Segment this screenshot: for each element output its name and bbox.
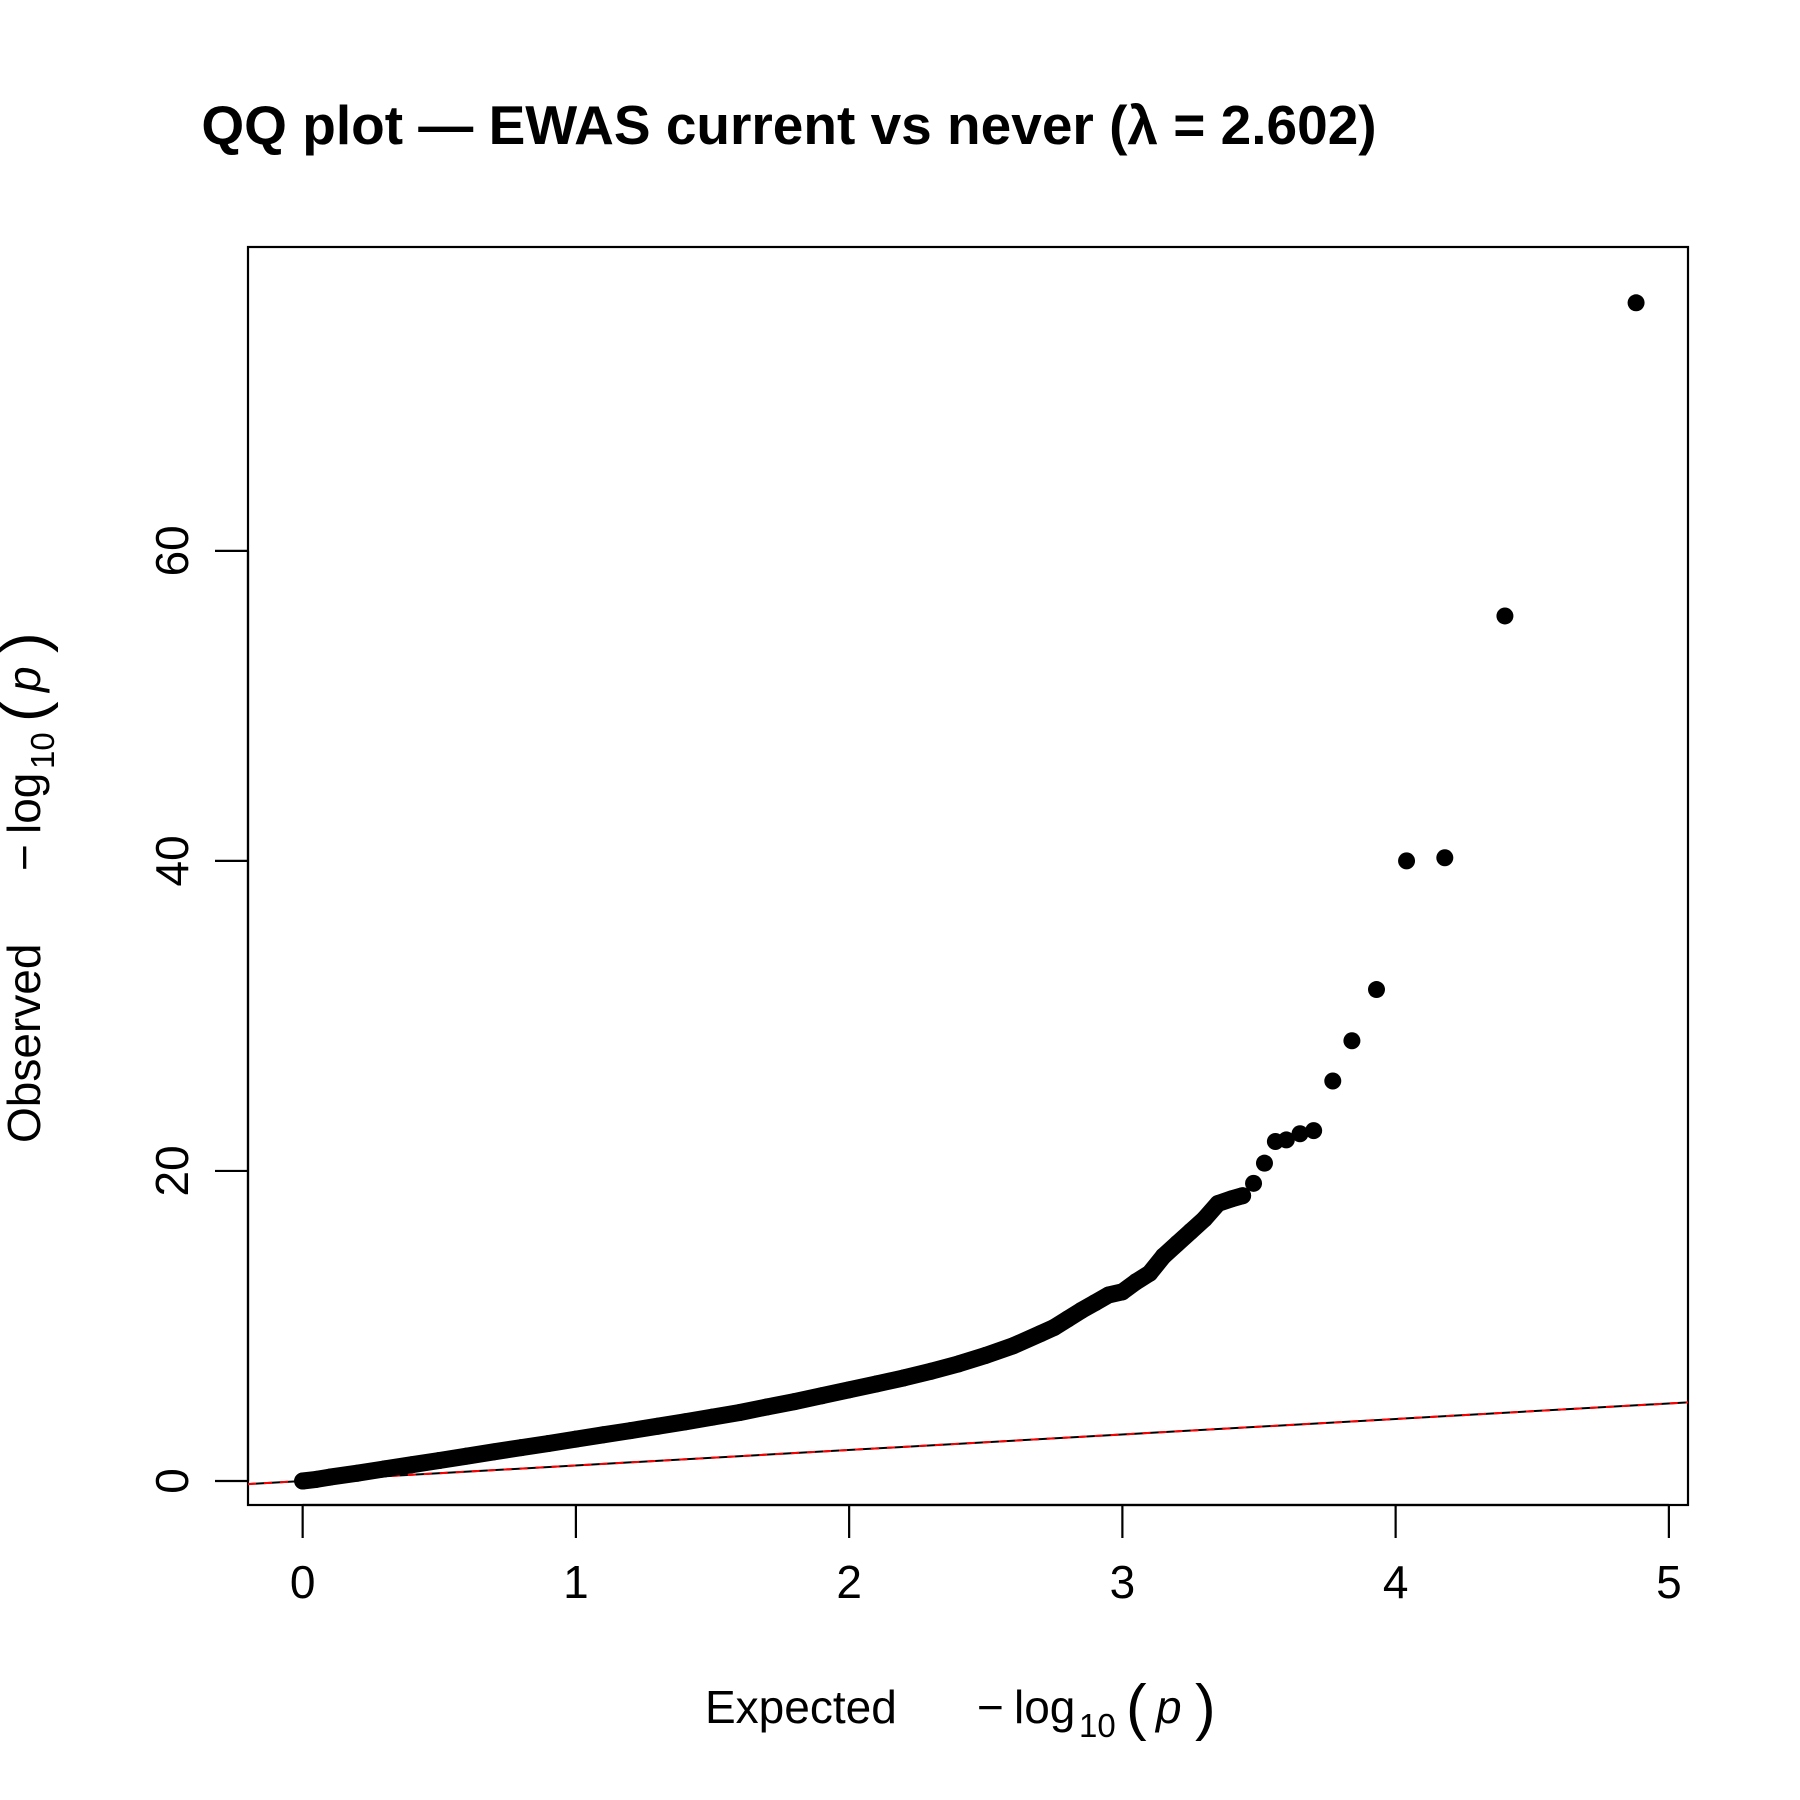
data-point	[867, 1375, 885, 1393]
y-axis-label-prefix: Observed	[0, 944, 50, 1143]
data-point	[1627, 294, 1645, 312]
data-point	[1195, 1210, 1213, 1228]
data-point	[485, 1443, 503, 1461]
data-point	[321, 1468, 339, 1486]
y-axis-label-close-paren: )	[0, 632, 59, 653]
data-point	[458, 1447, 476, 1465]
x-axis-label-minus: −	[977, 1681, 1004, 1733]
data-point	[512, 1439, 530, 1457]
x-tick-label: 2	[836, 1556, 862, 1608]
data-point	[1100, 1286, 1118, 1304]
x-axis-label-open-paren: (	[1126, 1673, 1147, 1742]
data-point	[1113, 1283, 1131, 1301]
data-point	[403, 1456, 421, 1474]
chart-title: QQ plot — EWAS current vs never (λ = 2.6…	[201, 94, 1376, 156]
y-tick-label: 40	[146, 835, 198, 886]
data-point	[1398, 852, 1416, 870]
data-point	[1277, 1131, 1295, 1149]
data-point	[540, 1434, 558, 1452]
data-points	[294, 294, 1645, 1490]
data-point	[1291, 1125, 1309, 1143]
x-axis-label: Expected − log 10 ( p )	[705, 1673, 1216, 1744]
x-axis-label-base: 10	[1079, 1707, 1116, 1744]
data-point	[1209, 1194, 1227, 1212]
data-point	[307, 1470, 325, 1488]
y-axis-label-log: log	[0, 773, 50, 834]
x-axis-label-close-paren: )	[1195, 1673, 1216, 1742]
data-point	[430, 1452, 448, 1470]
data-point	[1324, 1072, 1342, 1090]
x-tick-label: 4	[1383, 1556, 1409, 1608]
x-tick-label: 5	[1656, 1556, 1682, 1608]
reference-line-dashed	[248, 1401, 1688, 1486]
y-axis-label-var: p	[0, 666, 50, 694]
data-point	[1343, 1032, 1361, 1050]
x-axis-label-log: log	[1014, 1681, 1075, 1733]
y-axis-label-base: 10	[24, 732, 61, 769]
x-tick-label: 3	[1110, 1556, 1136, 1608]
data-point	[758, 1398, 776, 1416]
x-axis: 0 1 2 3 4 5	[290, 1503, 1682, 1608]
data-point	[676, 1413, 694, 1431]
y-tick-label: 0	[146, 1468, 198, 1494]
data-point	[376, 1460, 394, 1478]
y-tick-label: 20	[146, 1145, 198, 1196]
data-point	[922, 1362, 940, 1380]
x-axis-label-prefix: Expected	[705, 1681, 897, 1733]
x-axis-label-var: p	[1154, 1681, 1182, 1733]
data-point	[731, 1403, 749, 1421]
x-tick-label: 0	[290, 1556, 316, 1608]
data-point	[977, 1346, 995, 1364]
data-point	[1255, 1154, 1273, 1172]
data-point	[1168, 1235, 1186, 1253]
data-point	[567, 1430, 585, 1448]
data-point	[785, 1393, 803, 1411]
data-point	[1072, 1301, 1090, 1319]
data-point	[840, 1381, 858, 1399]
data-point	[1245, 1174, 1263, 1192]
reference-lines	[248, 1401, 1688, 1486]
data-point	[895, 1369, 913, 1387]
data-point	[1031, 1325, 1049, 1343]
data-point	[1182, 1222, 1200, 1240]
data-point	[1004, 1337, 1022, 1355]
data-point	[1086, 1294, 1104, 1312]
y-axis-label-open-paren: (	[0, 701, 59, 722]
data-point	[594, 1426, 612, 1444]
data-point	[348, 1464, 366, 1482]
data-point	[1141, 1264, 1159, 1282]
data-point	[1234, 1187, 1252, 1205]
data-point	[1368, 981, 1386, 999]
data-point	[649, 1417, 667, 1435]
y-axis-label: Observed − log 10 ( p )	[0, 632, 61, 1143]
data-point	[1154, 1247, 1172, 1265]
data-point	[704, 1408, 722, 1426]
data-point	[1127, 1273, 1145, 1291]
data-point	[1305, 1122, 1323, 1140]
x-tick-label: 1	[563, 1556, 589, 1608]
dense-points-band	[294, 1187, 1252, 1490]
y-axis: 0 20 40 60	[146, 525, 250, 1494]
data-point	[1045, 1319, 1063, 1337]
data-point	[1059, 1310, 1077, 1328]
data-point	[1496, 607, 1514, 625]
data-point	[622, 1422, 640, 1440]
plot-frame	[246, 245, 1690, 1507]
data-point	[294, 1472, 312, 1490]
data-point	[1436, 849, 1454, 867]
data-point	[813, 1387, 831, 1405]
data-point	[949, 1355, 967, 1373]
y-tick-label: 60	[146, 525, 198, 576]
y-axis-label-minus: −	[0, 844, 50, 871]
